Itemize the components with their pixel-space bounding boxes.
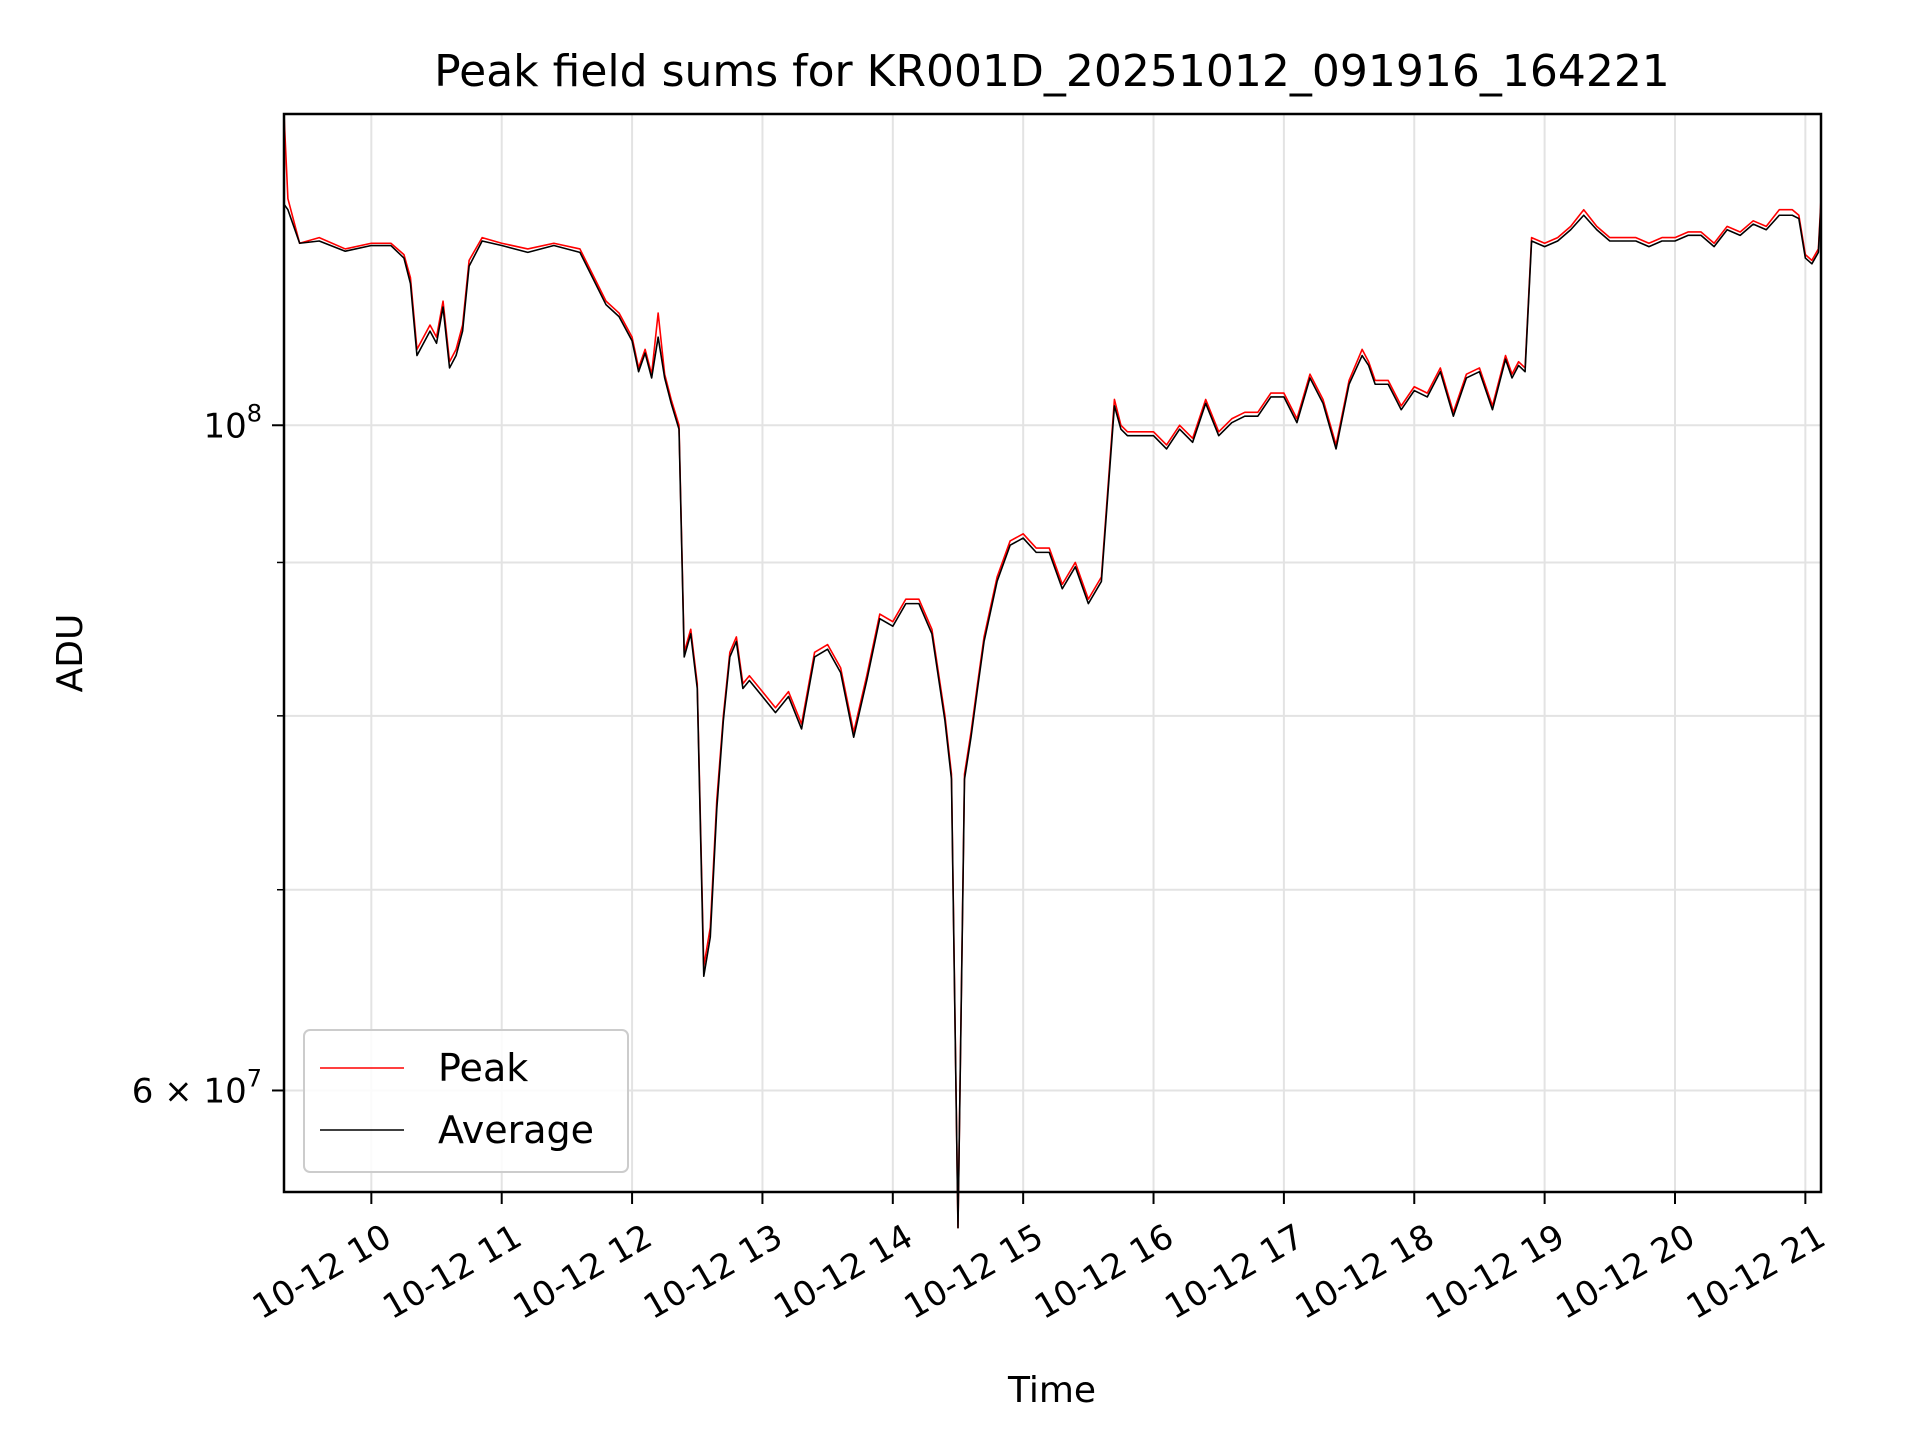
y-axis: 108 6 × 107 <box>132 399 284 1111</box>
x-axis-label: Time <box>1007 1370 1096 1411</box>
series-line-average <box>283 203 1822 1229</box>
legend-box <box>303 1029 629 1173</box>
chart-title: Peak field sums for KR001D_20251012_0919… <box>434 46 1670 97</box>
legend-label-peak: Peak <box>438 1046 528 1090</box>
y-axis-label: ADU <box>50 614 91 693</box>
plot-area <box>283 113 1822 1229</box>
legend: Peak Average <box>303 1029 629 1173</box>
y-tick-label: 6 × 107 <box>132 1064 262 1111</box>
plot-frame <box>282 112 1823 1194</box>
legend-label-average: Average <box>438 1108 594 1152</box>
y-tick-label: 108 <box>203 399 262 446</box>
series-line-peak <box>283 113 1822 1229</box>
